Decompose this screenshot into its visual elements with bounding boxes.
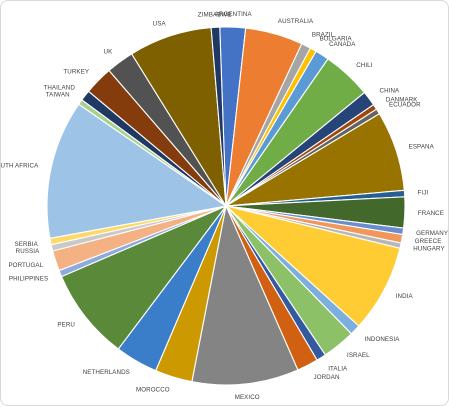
slice-zimbabwe [210, 26, 227, 207]
slice-label-india: INDIA [396, 293, 414, 300]
slice-label-taiwan: TAIWAN [46, 92, 70, 99]
slice-peru [60, 204, 228, 350]
slice-label-espana: ESPANA [409, 144, 435, 151]
slice-label-usa: USA [153, 21, 167, 28]
slice-mexico [191, 204, 299, 386]
slice-label-brazil: BRAZIL [312, 31, 335, 38]
slices-layer [46, 26, 406, 386]
slice-label-germany: GERMANY [416, 230, 448, 237]
slice-label-greece: GREECE [415, 238, 442, 245]
slice-label-canada: CANADA [329, 41, 356, 48]
slice-label-portugal: PORTUGAL [8, 262, 43, 269]
slice-label-jordan: JORDAN [314, 374, 340, 381]
slice-label-danmark: DANMARK [386, 97, 418, 104]
slice-label-israel: ISRAEL [347, 352, 370, 359]
slice-label-australia: AUSTRALIA [278, 18, 314, 25]
slice-label-thailand: THAILAND [43, 85, 75, 92]
slice-label-zimbabwe: ZIMBABWE [198, 11, 232, 18]
slice-south-africa [46, 103, 228, 239]
slice-label-uk: UK [104, 48, 114, 55]
slice-label-netherlands: NETHERLANDS [83, 369, 130, 376]
slice-label-philippines: PHILIPPINES [9, 276, 48, 283]
slice-label-ecuador: ECUADOR [389, 102, 421, 109]
slice-label-bulgaria: BULGARIA [320, 35, 353, 42]
slice-label-italia: ITALIA [328, 366, 348, 373]
slice-label-argentina: ARGENTINA [215, 11, 253, 18]
slice-label-france: FRANCE [418, 210, 444, 217]
slice-label-russia: RUSSIA [16, 248, 40, 255]
slice-label-fiji: FIJI [418, 190, 429, 197]
slice-label-serbia: SERBIA [15, 241, 39, 248]
slice-label-hungary: HUNGARY [413, 246, 445, 253]
slice-label-turkey: TURKEY [63, 68, 89, 75]
slice-label-china: CHINA [380, 88, 401, 95]
slice-label-chili: CHILI [356, 62, 372, 69]
slice-label-south-africa: SOUTH AFRICA [1, 163, 39, 170]
slice-label-indonesia: INDONESIA [365, 336, 401, 343]
slice-label-peru: PERU [57, 322, 75, 329]
slice-label-morocco: MOROCCO [136, 387, 170, 394]
slice-label-mexico: MEXICO [235, 394, 260, 401]
